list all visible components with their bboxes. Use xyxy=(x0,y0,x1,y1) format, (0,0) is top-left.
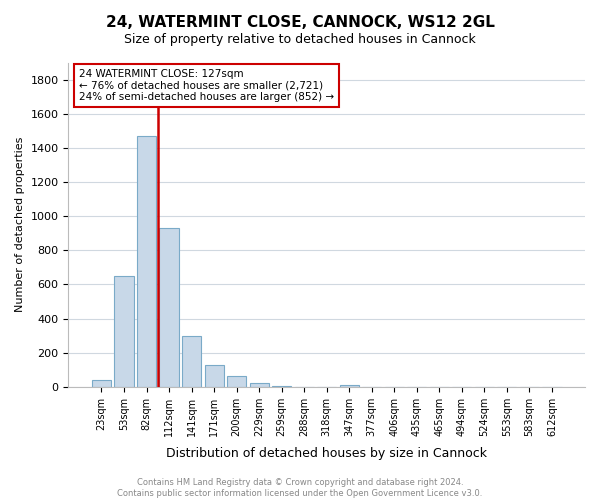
Text: 24, WATERMINT CLOSE, CANNOCK, WS12 2GL: 24, WATERMINT CLOSE, CANNOCK, WS12 2GL xyxy=(106,15,494,30)
Bar xyxy=(340,385,359,387)
Bar xyxy=(272,386,291,387)
Bar xyxy=(160,228,179,387)
Bar xyxy=(182,336,201,387)
Bar xyxy=(227,376,246,387)
Bar xyxy=(115,276,134,387)
Text: 24 WATERMINT CLOSE: 127sqm
← 76% of detached houses are smaller (2,721)
24% of s: 24 WATERMINT CLOSE: 127sqm ← 76% of deta… xyxy=(79,69,334,102)
Y-axis label: Number of detached properties: Number of detached properties xyxy=(15,137,25,312)
X-axis label: Distribution of detached houses by size in Cannock: Distribution of detached houses by size … xyxy=(166,447,487,460)
Bar xyxy=(205,364,224,387)
Bar xyxy=(250,383,269,387)
Bar xyxy=(137,136,156,387)
Text: Size of property relative to detached houses in Cannock: Size of property relative to detached ho… xyxy=(124,32,476,46)
Text: Contains HM Land Registry data © Crown copyright and database right 2024.
Contai: Contains HM Land Registry data © Crown c… xyxy=(118,478,482,498)
Bar xyxy=(92,380,111,387)
